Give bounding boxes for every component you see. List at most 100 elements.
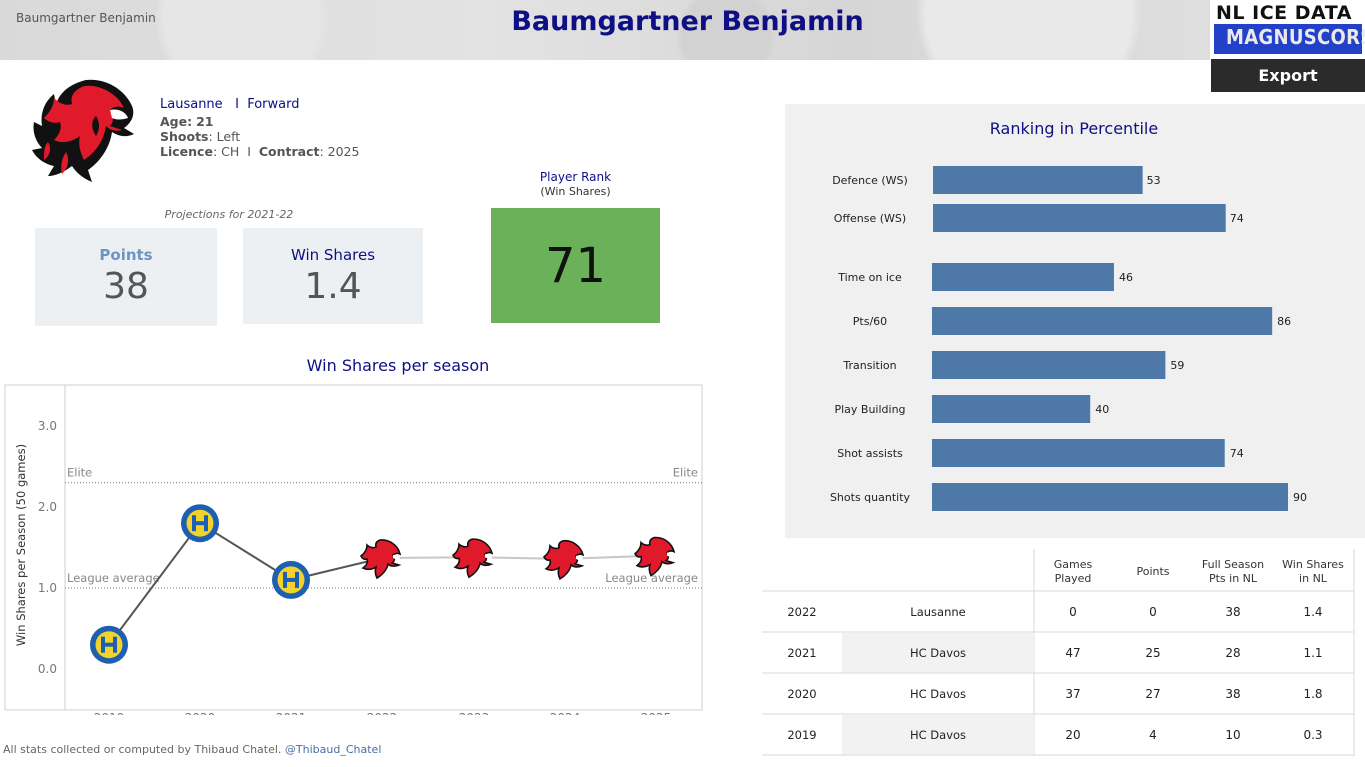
points-kpi-label: Points — [99, 246, 153, 264]
percentile-bar — [932, 351, 1166, 379]
lausanne-lion-icon — [542, 540, 585, 580]
shoots-label: Shoots — [160, 129, 209, 144]
hc-davos-icon — [272, 560, 310, 599]
table-header-cell: Full Season — [1202, 558, 1264, 571]
win-shares-chart-title: Win Shares per season — [306, 356, 490, 375]
lion-marker-jaw — [667, 552, 674, 558]
table-header-cell: Win Shares — [1282, 558, 1344, 571]
info-separator-2: I — [247, 144, 251, 159]
table-value-cell: 10 — [1225, 728, 1240, 742]
player-rank-box — [491, 208, 660, 323]
licence-value: : CH — [212, 144, 240, 159]
age-label: Age: — [160, 114, 193, 129]
table-header-cell: Pts in NL — [1209, 572, 1258, 585]
bar-category-label: Pts/60 — [853, 315, 887, 328]
davos-marker-h — [283, 577, 299, 582]
x-tick-label: 2021 — [276, 711, 307, 715]
table-value-cell: 37 — [1065, 687, 1080, 701]
bar-category-label: Shots quantity — [830, 491, 911, 504]
percentile-bar — [932, 439, 1225, 467]
bar-value-label: 90 — [1293, 491, 1307, 504]
brand-name: NL ICE DATA — [1216, 2, 1352, 24]
player-team-position: Lausanne I Forward — [160, 97, 299, 112]
lion-marker-jaw — [393, 554, 400, 560]
table-row-band — [842, 715, 1034, 755]
win-shares-kpi-card: Win Shares 1.4 — [243, 228, 423, 324]
table-season-cell: 2021 — [787, 646, 816, 660]
percentile-bar-chart: Defence (WS) 53 Offense (WS) 74 Time on ice 4… — [830, 166, 1307, 511]
table-value-cell: 1.8 — [1303, 687, 1322, 701]
win-shares-line-chart: 0.0 1.0 2.0 3.0 Win Shares per Season (50 ga… — [4, 384, 703, 715]
player-rank-value: 71 — [544, 238, 607, 294]
y-tick-label: 2.0 — [38, 500, 57, 514]
series-line-projected — [381, 554, 657, 560]
table-value-cell: 0 — [1149, 605, 1157, 619]
player-team: Lausanne — [160, 97, 223, 112]
bar-category-label: Shot assists — [837, 447, 903, 460]
page-title: Baumgartner Benjamin — [511, 6, 864, 37]
info-separator: I — [235, 97, 239, 112]
reference-label-left: Elite — [67, 466, 92, 480]
y-tick-label: 0.0 — [38, 662, 57, 676]
licence-label: Licence — [160, 144, 213, 159]
age-value: 21 — [196, 114, 214, 129]
export-button[interactable]: Export — [1211, 59, 1365, 92]
bar-category-label: Defence (WS) — [832, 174, 908, 187]
bar-value-label: 46 — [1119, 271, 1133, 284]
footer-credit: All stats collected or computed by Thiba… — [3, 743, 381, 756]
footer-handle-link[interactable]: @Thibaud_Chatel — [284, 743, 382, 756]
x-tick-label: 2024 — [550, 711, 581, 715]
hc-davos-icon — [90, 625, 128, 664]
x-tick-label: 2020 — [185, 711, 216, 715]
reference-label-left: League average — [67, 571, 160, 585]
table-season-cell: 2019 — [787, 728, 816, 742]
table-header-cell: in NL — [1299, 572, 1328, 585]
player-rank-sublabel: (Win Shares) — [540, 185, 611, 198]
table-season-cell: 2022 — [787, 605, 816, 619]
table-value-cell: 1.4 — [1303, 605, 1322, 619]
x-tick-label: 2019 — [94, 711, 125, 715]
percentile-bar — [932, 263, 1114, 291]
davos-marker-h — [192, 521, 208, 526]
table-value-cell: 47 — [1065, 646, 1080, 660]
bar-category-label: Transition — [842, 359, 896, 372]
header-banner — [0, 0, 1210, 60]
y-tick-label: 3.0 — [38, 419, 57, 433]
reference-label-right: League average — [605, 571, 698, 585]
table-team-cell: Lausanne — [910, 605, 965, 619]
bar-category-label: Offense (WS) — [834, 212, 906, 225]
player-shoots: Shoots: Left — [160, 129, 240, 144]
table-value-cell: 20 — [1065, 728, 1080, 742]
player-age: Age: 21 — [160, 114, 214, 129]
table-value-cell: 1.1 — [1303, 646, 1322, 660]
percentile-bar — [932, 307, 1273, 335]
table-value-cell: 4 — [1149, 728, 1157, 742]
shoots-value: : Left — [208, 129, 241, 144]
percentile-chart-title: Ranking in Percentile — [989, 119, 1159, 138]
table-team-cell: HC Davos — [910, 687, 966, 701]
brand-banner — [1214, 24, 1362, 54]
lausanne-lion-icon — [451, 538, 494, 579]
percentile-bar — [932, 483, 1288, 511]
win-shares-kpi-value: 1.4 — [304, 266, 362, 307]
y-tick-label: 1.0 — [38, 581, 57, 595]
table-value-cell: 38 — [1225, 687, 1240, 701]
x-tick-label: 2025 — [641, 711, 672, 715]
percentile-bar — [933, 166, 1143, 194]
win-shares-kpi-label: Win Shares — [290, 246, 376, 264]
x-tick-label: 2023 — [459, 711, 490, 715]
lausanne-lion-icon — [633, 536, 676, 577]
player-licence-contract: Licence: CH I Contract: 2025 — [160, 144, 359, 159]
bar-value-label: 74 — [1230, 212, 1244, 225]
table-team-cell: HC Davos — [910, 646, 966, 660]
lion-marker-jaw — [485, 553, 492, 559]
lion-marker-jaw — [576, 555, 583, 561]
points-kpi-value: 38 — [103, 266, 149, 307]
reference-label-right: Elite — [673, 466, 698, 480]
table-value-cell: 0.3 — [1303, 728, 1322, 742]
percentile-bar — [933, 204, 1226, 232]
davos-marker-h — [101, 642, 117, 647]
table-value-cell: 38 — [1225, 605, 1240, 619]
footer-text: All stats collected or computed by Thiba… — [3, 743, 282, 756]
